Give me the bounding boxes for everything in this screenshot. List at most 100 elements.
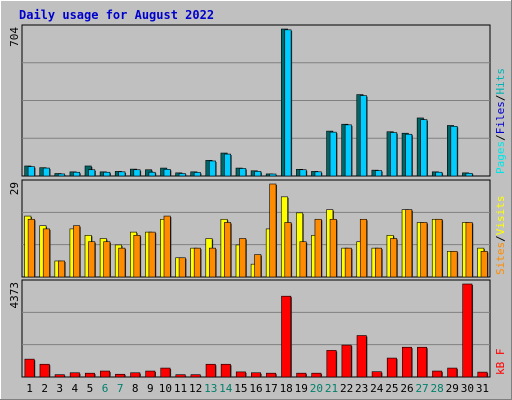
bar-kbytes-kb-f-day-7: [115, 373, 126, 378]
bar-kbytes-kb-f-day-31: [477, 371, 488, 378]
bar-visits-sites-day-22: [344, 247, 352, 278]
x-tick-label-day-11: 11: [174, 382, 187, 395]
bar-visits-sites-day-2: [42, 228, 50, 278]
bar-visits-sites-day-18: [284, 222, 292, 278]
legend-item: Files: [494, 101, 507, 134]
bar-kbytes-kb-f-day-15: [235, 371, 246, 378]
x-tick-label-day-28: 28: [431, 382, 444, 395]
bar-kbytes-kb-f-day-29: [447, 367, 458, 378]
bar-kbytes-kb-f-day-9: [145, 370, 156, 378]
x-tick-label-day-5: 5: [87, 382, 94, 395]
legend-kbytes: kB F: [494, 349, 507, 376]
x-tick-label-day-7: 7: [117, 382, 124, 395]
bar-kbytes-kb-f-day-6: [100, 370, 111, 378]
bar-visits-sites-day-27: [420, 222, 428, 278]
x-tick-label-day-17: 17: [264, 382, 277, 395]
bar-kbytes-kb-f-day-2: [39, 363, 50, 378]
bar-kbytes-kb-f-day-4: [69, 372, 80, 378]
bar-traffic-files-day-12: [193, 172, 201, 177]
x-tick-label-day-30: 30: [461, 382, 474, 395]
bar-traffic-files-day-25: [390, 132, 398, 177]
chart-title: Daily usage for August 2022: [19, 8, 214, 22]
bar-traffic-files-day-6: [103, 171, 111, 177]
bar-traffic-files-day-20: [314, 171, 322, 177]
x-tick-label-day-8: 8: [132, 382, 139, 395]
x-tick-label-day-13: 13: [204, 382, 217, 395]
legend-item: kB F: [494, 349, 507, 376]
legend-traffic: Pages/Files/Hits: [494, 68, 507, 174]
bar-visits-sites-day-20: [314, 218, 322, 278]
x-tick-label-day-9: 9: [147, 382, 154, 395]
bar-traffic-files-day-17: [269, 173, 277, 177]
bar-traffic-files-day-15: [239, 168, 247, 177]
bar-visits-sites-day-13: [208, 247, 216, 278]
bar-traffic-files-day-4: [73, 171, 81, 177]
bar-visits-sites-day-24: [375, 247, 382, 278]
x-tick-label-day-14: 14: [219, 382, 233, 395]
y-max-label-traffic: 704: [8, 27, 21, 47]
bar-visits-sites-day-10: [163, 215, 171, 278]
x-tick-label-day-27: 27: [415, 382, 428, 395]
bar-traffic-files-day-3: [58, 173, 65, 177]
x-tick-label-day-25: 25: [385, 382, 398, 395]
bar-visits-sites-day-25: [390, 238, 398, 278]
bar-traffic-files-day-5: [88, 169, 96, 177]
bar-visits-sites-day-30: [465, 222, 473, 278]
x-tick-label-day-2: 2: [41, 382, 48, 395]
bar-kbytes-kb-f-day-1: [24, 358, 35, 378]
legend-item: Hits: [494, 68, 507, 95]
bar-traffic-files-day-11: [178, 173, 186, 177]
bar-kbytes-kb-f-day-3: [54, 374, 65, 378]
bar-traffic-files-day-13: [208, 160, 216, 177]
x-tick-label-day-12: 12: [189, 382, 202, 395]
bar-kbytes-kb-f-day-22: [341, 344, 352, 378]
bar-kbytes-kb-f-day-5: [84, 372, 95, 378]
legend-item: Visits: [494, 196, 507, 236]
x-tick-label-day-26: 26: [400, 382, 413, 395]
legend-item: Sites: [494, 242, 507, 275]
bar-visits-sites-day-3: [58, 260, 65, 278]
x-tick-label-day-20: 20: [310, 382, 323, 395]
bar-kbytes-kb-f-day-10: [160, 367, 171, 378]
x-tick-label-day-1: 1: [26, 382, 33, 395]
x-tick-label-day-29: 29: [446, 382, 459, 395]
bar-kbytes-kb-f-day-20: [311, 372, 322, 378]
bar-kbytes-kb-f-day-16: [251, 372, 261, 378]
bar-kbytes-kb-f-day-24: [371, 371, 382, 378]
bar-traffic-files-day-16: [254, 171, 262, 177]
x-tick-label-day-16: 16: [249, 382, 262, 395]
bar-traffic-files-day-9: [148, 171, 156, 177]
bar-visits-sites-day-21: [329, 218, 337, 278]
bar-traffic-files-day-8: [133, 169, 141, 177]
x-tick-label-day-18: 18: [280, 382, 293, 395]
legend-visits: Sites/Visits: [494, 196, 507, 276]
x-tick-label-day-23: 23: [355, 382, 368, 395]
bar-kbytes-kb-f-day-27: [417, 346, 428, 378]
bar-traffic-files-day-2: [42, 167, 50, 177]
bar-kbytes-kb-f-day-21: [326, 350, 337, 378]
bar-visits-sites-day-29: [450, 251, 458, 278]
legend-item: Pages: [494, 141, 507, 174]
legend-item: /: [494, 134, 507, 141]
bar-visits-sites-day-26: [405, 209, 413, 278]
x-tick-label-day-21: 21: [325, 382, 338, 395]
bar-visits-sites-day-8: [133, 235, 141, 278]
x-tick-label-day-3: 3: [56, 382, 63, 395]
bar-kbytes-kb-f-day-28: [432, 370, 443, 378]
bar-traffic-files-day-7: [118, 171, 126, 177]
bar-visits-sites-day-12: [193, 247, 201, 278]
bar-traffic-files-day-28: [435, 171, 443, 177]
y-max-label-visits: 29: [8, 182, 21, 195]
bar-kbytes-kb-f-day-26: [401, 346, 412, 378]
bar-visits-sites-day-31: [480, 251, 488, 278]
bar-kbytes-kb-f-day-8: [130, 372, 141, 378]
bar-traffic-files-day-30: [465, 172, 473, 177]
bar-visits-sites-day-15: [239, 238, 247, 278]
bar-kbytes-kb-f-day-12: [190, 374, 201, 378]
bar-kbytes-kb-f-day-30: [462, 283, 473, 378]
bar-kbytes-kb-f-day-13: [205, 363, 216, 378]
bar-traffic-files-day-22: [344, 124, 352, 177]
bar-visits-sites-day-7: [118, 247, 126, 278]
bar-kbytes-kb-f-day-25: [386, 357, 397, 378]
